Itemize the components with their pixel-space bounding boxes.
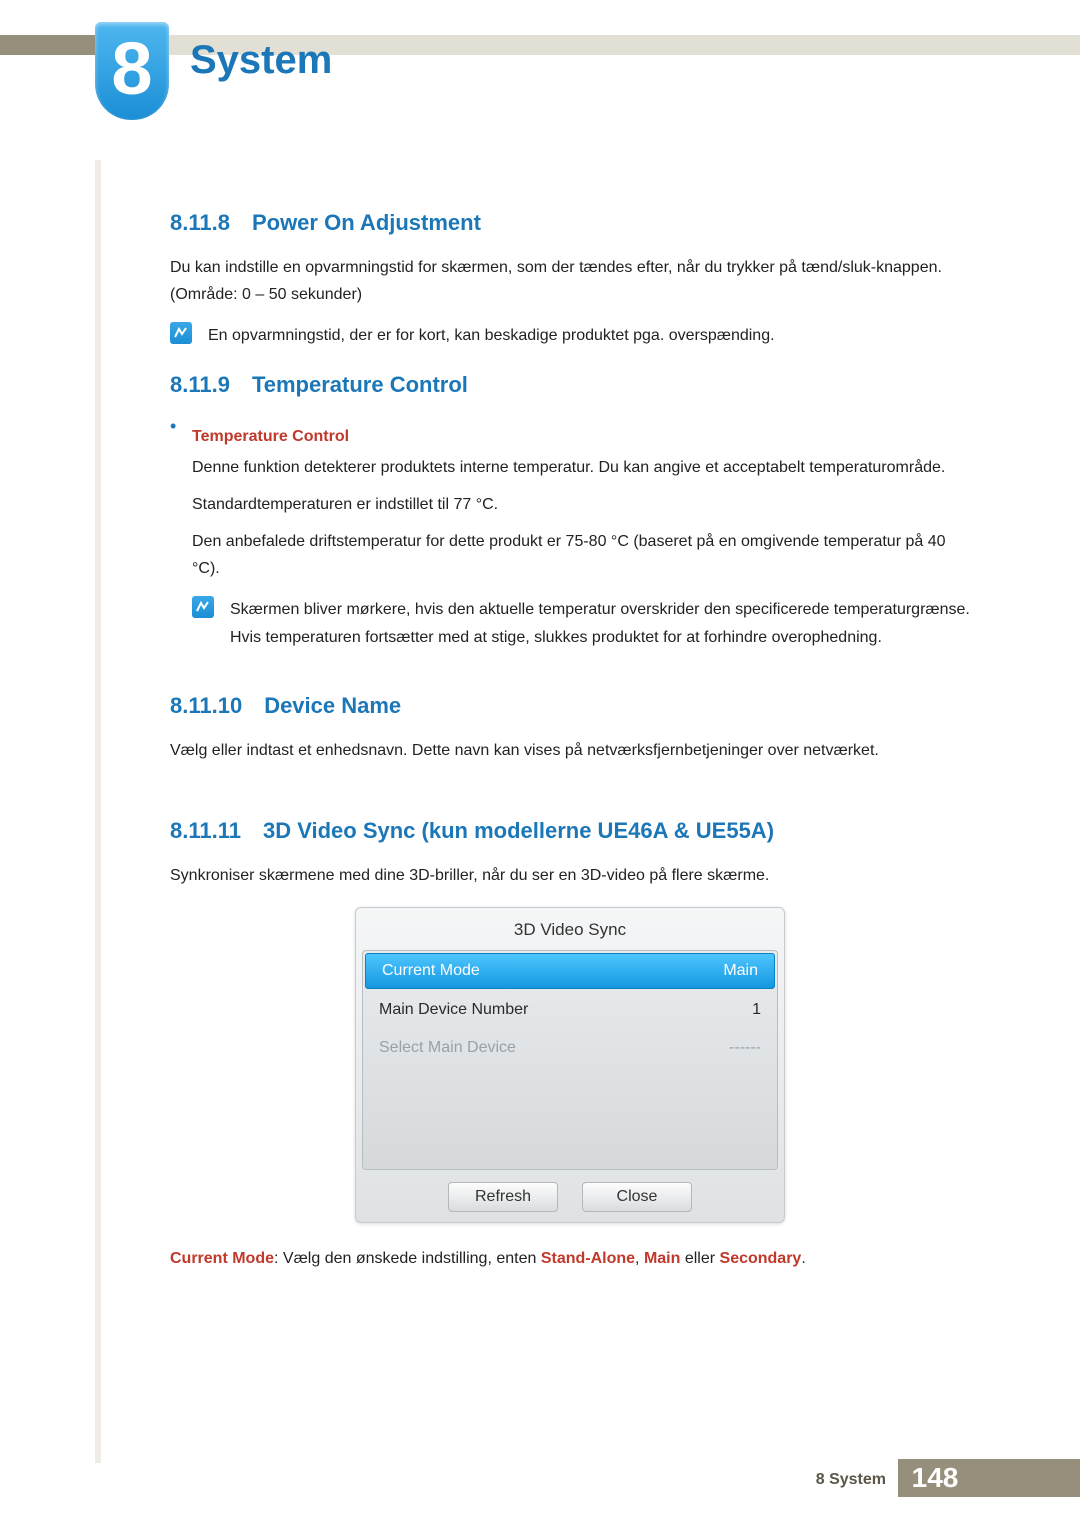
section-number: 8.11.9 xyxy=(170,372,230,397)
temperature-p3: Den anbefalede driftstemperatur for dett… xyxy=(192,528,970,582)
close-button[interactable]: Close xyxy=(582,1182,692,1212)
note-text: En opvarmningstid, der er for kort, kan … xyxy=(208,322,970,349)
content-column: 8.11.8 Power On Adjustment Du kan indstil… xyxy=(170,190,970,1272)
footnote-sep: , xyxy=(635,1250,644,1267)
chapter-number-badge: 8 xyxy=(95,22,169,120)
temperature-p1: Denne funktion detekterer produktets int… xyxy=(192,454,970,481)
note-text: Skærmen bliver mørkere, hvis den aktuell… xyxy=(230,596,970,650)
temperature-p2: Standardtemperaturen er indstillet til 7… xyxy=(192,491,970,518)
footnote-text: : Vælg den ønskede indstilling, enten xyxy=(274,1250,541,1267)
section-number: 8.11.8 xyxy=(170,210,230,235)
bullet-temperature-control: • Temperature Control Denne funktion det… xyxy=(170,416,970,673)
footnote-sep: eller xyxy=(680,1250,719,1267)
section-heading-3d-video-sync: 8.11.11 3D Video Sync (kun modellerne UE4… xyxy=(170,818,970,844)
row-value: 1 xyxy=(752,1001,761,1019)
page-footer: 8 System 148 xyxy=(0,1457,1080,1497)
side-accent-bar xyxy=(95,160,101,1463)
row-label: Select Main Device xyxy=(379,1039,516,1057)
dialog-title: 3D Video Sync xyxy=(362,914,778,950)
bullet-title: Temperature Control xyxy=(192,428,970,446)
power-on-description: Du kan indstille en opvarmningstid for s… xyxy=(170,254,970,308)
section-title: Device Name xyxy=(264,693,401,718)
note-icon xyxy=(192,596,214,618)
row-select-main-device: Select Main Device ------ xyxy=(363,1029,777,1067)
section-title: Power On Adjustment xyxy=(252,210,481,235)
3d-video-sync-description: Synkroniser skærmene med dine 3D-briller… xyxy=(170,862,970,889)
row-value: Main xyxy=(723,962,758,980)
footer-page-number: 148 xyxy=(898,1459,972,1497)
term-current-mode: Current Mode xyxy=(170,1250,274,1267)
row-main-device-number[interactable]: Main Device Number 1 xyxy=(363,991,777,1029)
section-heading-power-on: 8.11.8 Power On Adjustment xyxy=(170,210,970,236)
term-stand-alone: Stand-Alone xyxy=(541,1250,635,1267)
refresh-button[interactable]: Refresh xyxy=(448,1182,558,1212)
section-title: Temperature Control xyxy=(252,372,468,397)
row-value: ------ xyxy=(729,1039,761,1057)
section-heading-device-name: 8.11.10 Device Name xyxy=(170,693,970,719)
row-label: Main Device Number xyxy=(379,1001,528,1019)
device-name-description: Vælg eller indtast et enhedsnavn. Dette … xyxy=(170,737,970,764)
term-main: Main xyxy=(644,1250,680,1267)
section-number: 8.11.10 xyxy=(170,693,242,718)
footnote-tail: . xyxy=(801,1250,805,1267)
bullet-icon: • xyxy=(170,416,192,673)
footer-chapter-label: 8 System xyxy=(816,1471,886,1489)
section-title: 3D Video Sync (kun modellerne UE46A & UE… xyxy=(263,818,774,843)
chapter-title: System xyxy=(190,38,332,83)
note-temperature: Skærmen bliver mørkere, hvis den aktuell… xyxy=(192,596,970,650)
note-icon xyxy=(170,322,192,344)
row-label: Current Mode xyxy=(382,962,480,980)
dialog-3d-video-sync: 3D Video Sync Current Mode Main Main Dev… xyxy=(170,907,970,1223)
section-number: 8.11.11 xyxy=(170,818,241,843)
section-heading-temperature: 8.11.9 Temperature Control xyxy=(170,372,970,398)
row-current-mode[interactable]: Current Mode Main xyxy=(365,953,775,989)
current-mode-footnote: Current Mode: Vælg den ønskede indstilli… xyxy=(170,1245,970,1272)
note-power-on: En opvarmningstid, der er for kort, kan … xyxy=(170,322,970,349)
dialog-list: Current Mode Main Main Device Number 1 S… xyxy=(362,950,778,1170)
term-secondary: Secondary xyxy=(720,1250,802,1267)
